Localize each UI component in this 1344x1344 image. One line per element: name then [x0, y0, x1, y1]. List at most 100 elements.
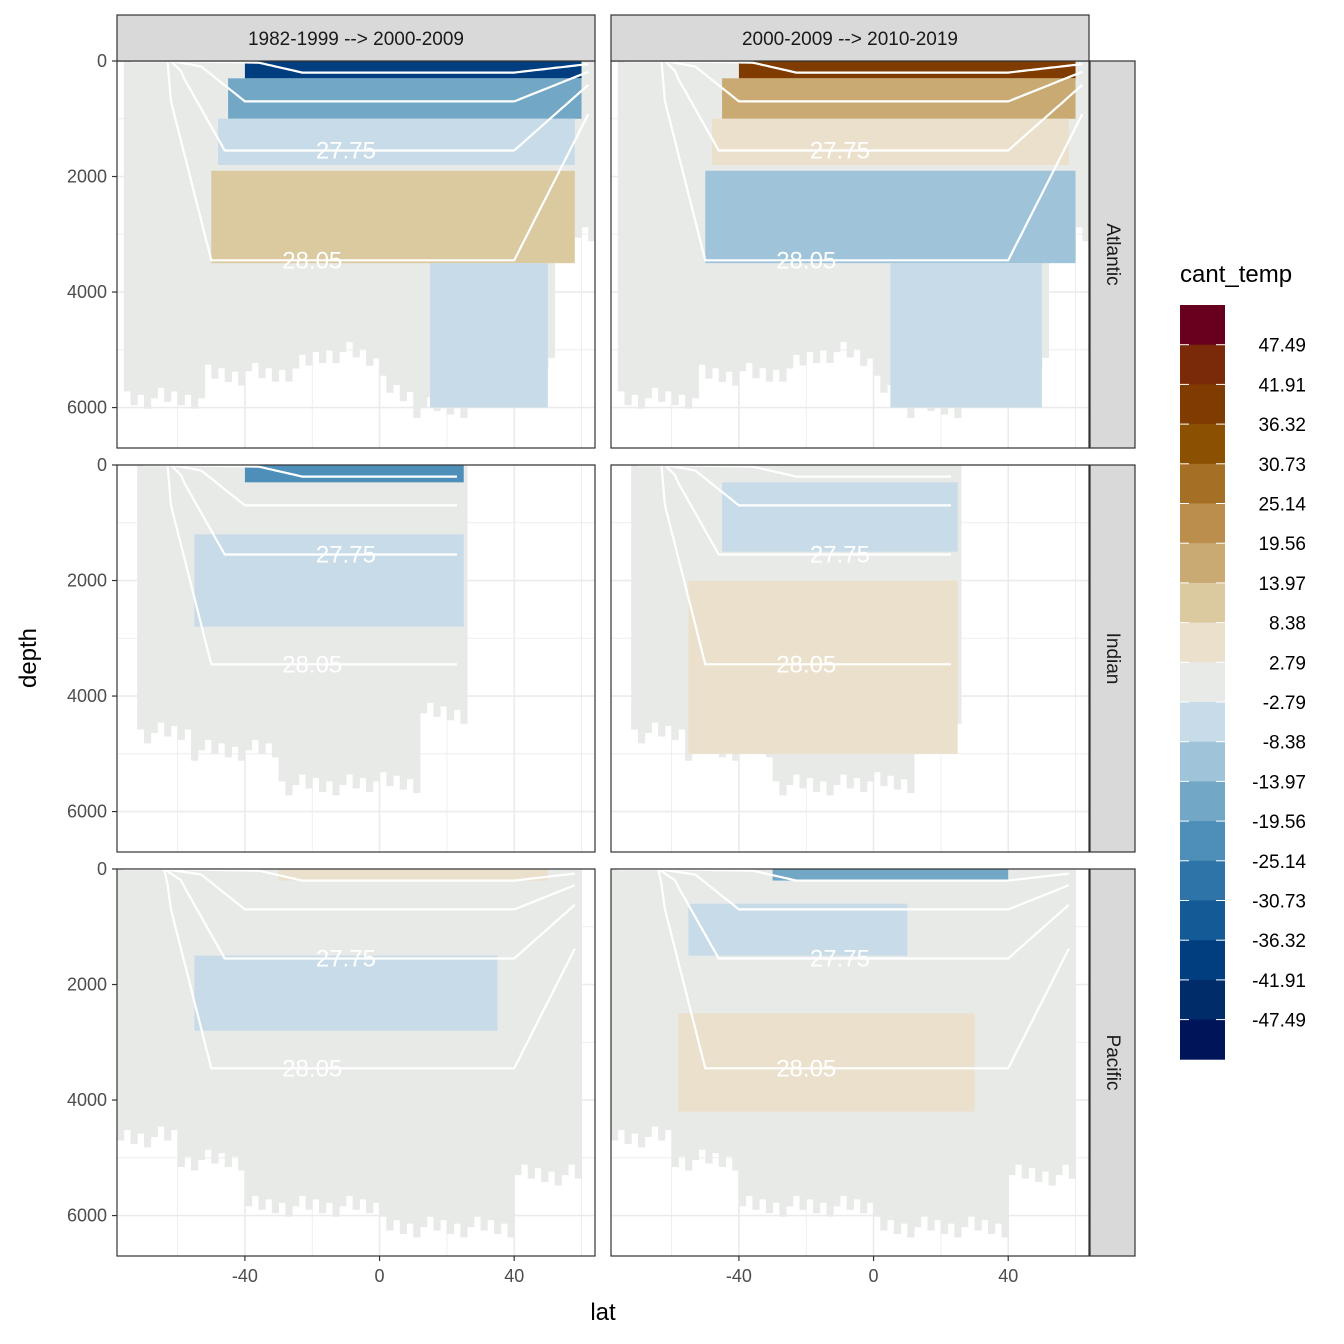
row-strip-label: Atlantic — [1102, 223, 1123, 285]
isopycnal-label: 27.75 — [316, 946, 376, 973]
panel-border — [116, 464, 596, 853]
panel-atlantic-1: 27.75 28.05 — [116, 60, 596, 449]
isopycnal-27.75 — [624, 61, 1084, 152]
legend-color-step — [1180, 305, 1225, 346]
legend-color-step — [1180, 424, 1225, 465]
anomaly-band — [711, 118, 1069, 165]
anomaly-band — [705, 170, 1076, 264]
legend-label: -47.49 — [1252, 1011, 1306, 1032]
isopycnal-27.75 — [617, 869, 1070, 960]
legend-label: 47.49 — [1258, 336, 1306, 357]
panel-border — [610, 868, 1090, 1257]
row-strip — [1089, 464, 1136, 853]
anomaly-band — [211, 170, 575, 264]
isopycnal-contours — [624, 61, 1084, 262]
legend-color-step — [1180, 582, 1225, 623]
isopycnal-28.05 — [130, 61, 590, 262]
legend-label: -19.56 — [1252, 812, 1306, 833]
isopycnal-26 — [123, 869, 575, 882]
anomaly-band — [772, 869, 1009, 881]
isopycnal-26 — [130, 61, 589, 74]
isopycnal-label: 28.05 — [282, 651, 342, 678]
legend-title: cant_temp — [1180, 261, 1292, 288]
anomaly-band — [278, 869, 548, 881]
legend-label: 25.14 — [1258, 495, 1306, 516]
anomaly-band — [688, 903, 908, 956]
isopycnal-27.75 — [123, 869, 576, 960]
y-tick-label: 0 — [97, 859, 107, 879]
y-tick-label: 4000 — [67, 1090, 107, 1110]
column-strip-label: 2000-2009 --> 2010-2019 — [742, 29, 958, 50]
legend-label: -25.14 — [1252, 852, 1306, 873]
isopycnal-label: 28.05 — [282, 1055, 342, 1082]
isopycnal-27 — [624, 61, 1083, 103]
legend-label: 19.56 — [1258, 534, 1306, 555]
anomaly-band — [678, 1013, 975, 1112]
isopycnal-contours — [130, 61, 590, 262]
ocean-section — [117, 869, 583, 1238]
legend-color-step — [1180, 979, 1225, 1020]
row-strip — [1089, 868, 1136, 1257]
y-tick-label: 4000 — [67, 282, 107, 302]
panel-indian-2: 27.75 28.05 — [610, 464, 1090, 853]
legend-color-step — [1180, 662, 1225, 703]
isopycnal-26 — [624, 61, 1083, 74]
ocean-section — [617, 61, 1089, 418]
panels: 27.75 28.05 27.75 28.05 27.75 28.05 27.75 28.05… — [116, 60, 1090, 1257]
anomaly-band — [890, 263, 1042, 408]
legend-color-step — [1180, 543, 1225, 584]
legend-label: -2.79 — [1263, 693, 1306, 714]
column-strip — [116, 14, 596, 62]
y-axis-title: depth — [15, 628, 42, 688]
isopycnal-label: 28.05 — [282, 247, 342, 274]
axes: 020004000600002000400060000200040006000-… — [67, 51, 1018, 1286]
x-tick-label: -40 — [232, 1266, 258, 1286]
isopycnal-label: 28.05 — [776, 247, 836, 274]
legend-color-step — [1180, 940, 1225, 981]
anomaly-band — [688, 580, 958, 754]
y-tick-label: 2000 — [67, 571, 107, 591]
isopycnal-28.05 — [617, 869, 1070, 1070]
anomaly-band — [194, 534, 464, 627]
y-tick-label: 2000 — [67, 167, 107, 187]
ocean-section — [611, 869, 1077, 1238]
legend: cant_temp 47.49 41.91 36.32 30.73 25.14 19.56… — [1180, 261, 1306, 1060]
column-strip-label: 1982-1999 --> 2000-2009 — [248, 29, 464, 50]
legend-color-step — [1180, 900, 1225, 941]
isopycnal-label: 27.75 — [810, 542, 870, 569]
y-tick-label: 0 — [97, 455, 107, 475]
isopycnal-label: 27.75 — [316, 542, 376, 569]
x-tick-label: 0 — [375, 1266, 385, 1286]
anomaly-band — [722, 78, 1076, 119]
legend-color-step — [1180, 860, 1225, 901]
x-tick-label: -40 — [726, 1266, 752, 1286]
ocean-section — [123, 61, 595, 418]
legend-label: 41.91 — [1258, 375, 1306, 396]
legend-label: -30.73 — [1252, 892, 1306, 913]
y-tick-label: 6000 — [67, 1206, 107, 1226]
legend-color-step — [1180, 741, 1225, 782]
isopycnal-label: 27.75 — [810, 946, 870, 973]
y-tick-label: 6000 — [67, 398, 107, 418]
isopycnal-27 — [617, 869, 1070, 911]
panel-atlantic-2: 27.75 28.05 — [610, 60, 1090, 449]
legend-label: 2.79 — [1269, 653, 1306, 674]
panel-pacific-2: 27.75 28.05 — [610, 868, 1090, 1257]
legend-label: 13.97 — [1258, 574, 1306, 595]
isopycnal-contours — [143, 465, 457, 666]
isopycnal-label: 27.75 — [810, 138, 870, 165]
legend-color-step — [1180, 384, 1225, 425]
anomaly-band — [722, 482, 958, 552]
isopycnal-contours — [123, 869, 576, 1070]
row-strip-label: Pacific — [1102, 1035, 1123, 1091]
y-tick-label: 0 — [97, 51, 107, 71]
isopycnal-27.75 — [143, 465, 457, 556]
anomaly-band — [244, 61, 582, 79]
anomaly-band — [244, 465, 464, 483]
isopycnal-27.75 — [637, 465, 951, 556]
x-tick-label: 0 — [869, 1266, 879, 1286]
x-axis-title: lat — [590, 1299, 616, 1326]
legend-color-step — [1180, 622, 1225, 663]
x-tick-label: 40 — [504, 1266, 524, 1286]
